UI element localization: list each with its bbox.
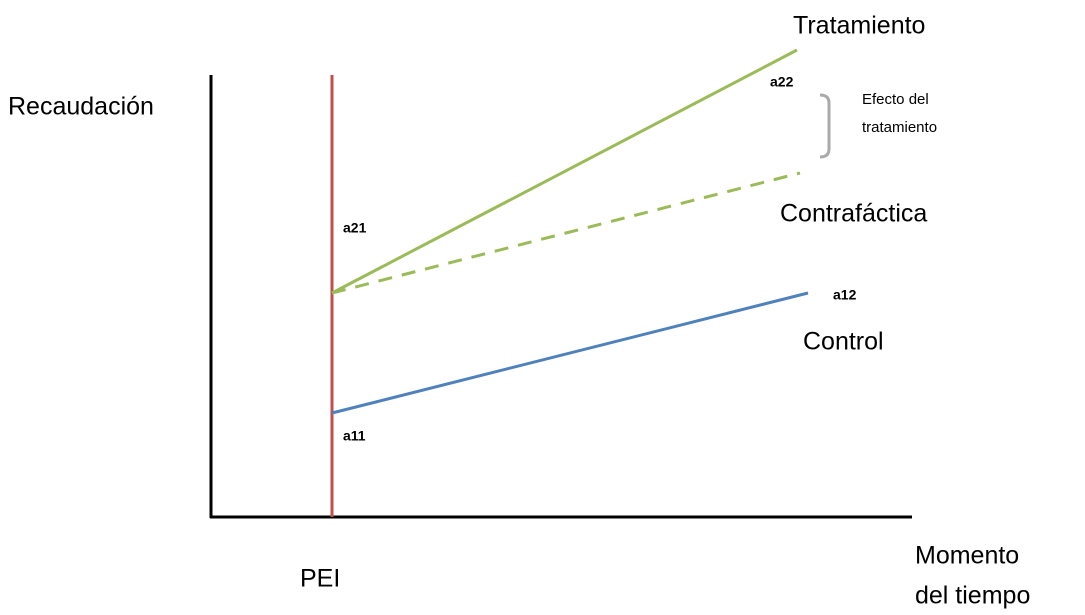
point-label: a11 xyxy=(343,428,366,444)
x-axis-label: Momento xyxy=(915,542,1019,570)
counterfactual-line xyxy=(331,171,801,295)
x-axis-label: del tiempo xyxy=(915,582,1030,610)
treatment-label: Tratamiento xyxy=(793,12,925,40)
control-line xyxy=(331,291,809,415)
effect-label: Efecto del xyxy=(862,91,929,108)
y-axis-label: Recaudación xyxy=(8,93,154,121)
point-label: a21 xyxy=(343,220,367,236)
effect-label: tratamiento xyxy=(862,119,937,136)
control-label: Control xyxy=(803,328,884,356)
point-label: a12 xyxy=(833,287,857,303)
treatment-line xyxy=(331,48,798,295)
counterfactual-label: Contrafáctica xyxy=(780,200,927,228)
point-label: a22 xyxy=(770,74,794,90)
event-label: PEI xyxy=(300,565,340,593)
effect-bracket xyxy=(819,93,831,159)
